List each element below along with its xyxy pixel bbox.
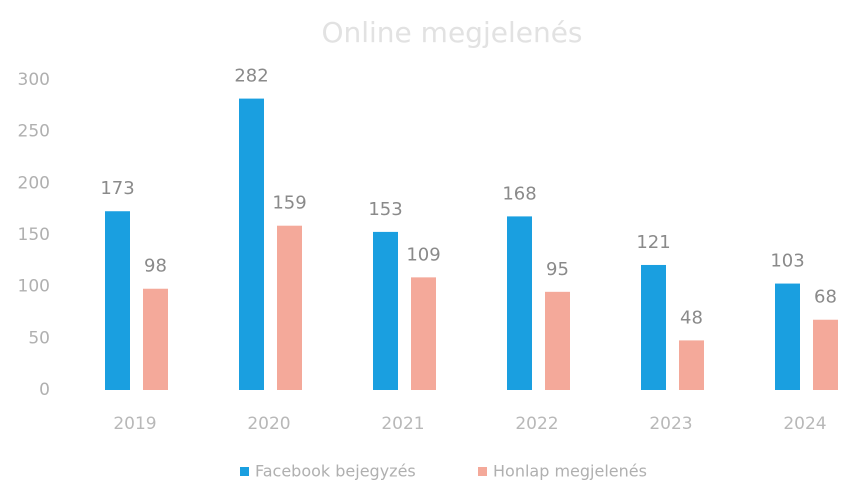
x-tick-label: 2023 bbox=[649, 414, 692, 434]
x-tick-label: 2022 bbox=[515, 414, 558, 434]
x-tick-label: 2021 bbox=[381, 414, 424, 434]
bar bbox=[813, 319, 838, 390]
legend-label: Honlap megjelenés bbox=[493, 462, 647, 481]
x-tick-label: 2024 bbox=[783, 414, 826, 434]
data-label: 68 bbox=[814, 287, 837, 308]
data-label: 48 bbox=[680, 307, 703, 328]
chart-title: Online megjelenés bbox=[321, 16, 582, 49]
bar bbox=[507, 216, 532, 390]
x-tick-label: 2020 bbox=[247, 414, 290, 434]
data-label: 109 bbox=[406, 244, 440, 265]
y-tick-label: 0 bbox=[39, 380, 50, 400]
bar bbox=[105, 211, 130, 390]
data-label: 98 bbox=[144, 256, 167, 277]
data-label: 159 bbox=[272, 193, 306, 214]
legend-swatch bbox=[478, 467, 487, 476]
data-label: 121 bbox=[636, 232, 670, 253]
data-label: 282 bbox=[234, 66, 268, 87]
bar bbox=[545, 291, 570, 390]
bar bbox=[373, 231, 398, 390]
bar bbox=[641, 264, 666, 390]
y-tick-label: 150 bbox=[18, 225, 50, 245]
y-tick-label: 250 bbox=[18, 122, 50, 142]
bar bbox=[277, 225, 302, 390]
y-tick-label: 300 bbox=[18, 70, 50, 90]
data-label: 103 bbox=[770, 251, 804, 272]
y-tick-label: 200 bbox=[18, 173, 50, 193]
data-label: 173 bbox=[100, 178, 134, 199]
y-tick-label: 50 bbox=[28, 328, 50, 348]
bar bbox=[775, 283, 800, 390]
x-tick-label: 2019 bbox=[113, 414, 156, 434]
data-label: 153 bbox=[368, 199, 402, 220]
data-label: 168 bbox=[502, 183, 536, 204]
data-label: 95 bbox=[546, 259, 569, 280]
y-tick-label: 100 bbox=[18, 277, 50, 297]
bar bbox=[239, 98, 264, 390]
bar bbox=[679, 340, 704, 390]
bar bbox=[143, 288, 168, 390]
bar bbox=[411, 277, 436, 390]
legend-label: Facebook bejegyzés bbox=[255, 462, 416, 481]
legend-swatch bbox=[240, 467, 249, 476]
